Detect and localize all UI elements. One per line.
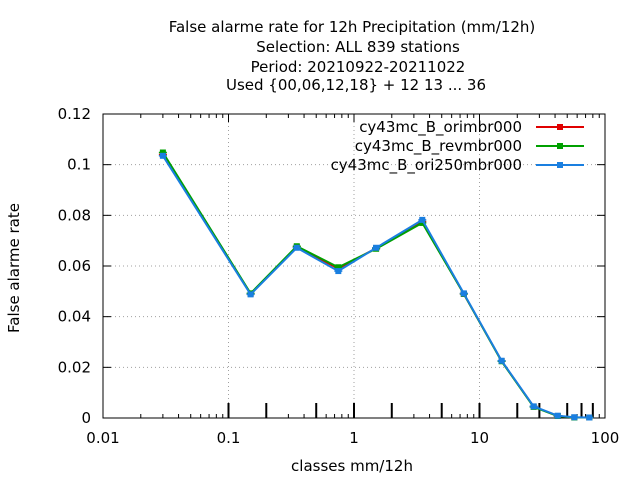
y-tick-label: 0.08: [58, 206, 91, 224]
legend: cy43mc_B_orimbr000cy43mc_B_revmbr000cy43…: [331, 118, 584, 175]
axis-ticks: 0 0.02 0.04 0.06 0.08 0.1 0.12 0.01 0.1 1 10 100: [58, 105, 620, 447]
series-2: [158, 149, 594, 421]
x-axis-label: classes mm/12h: [291, 457, 413, 475]
class-markers: [227, 403, 594, 418]
title-line-3: Period: 20210922-20211022: [251, 58, 466, 76]
y-tick-label: 0.06: [58, 257, 91, 275]
x-tick-label: 10: [470, 429, 489, 447]
series-1: [158, 151, 594, 421]
legend-marker: [557, 162, 563, 168]
grid: [103, 114, 605, 418]
y-tick-label: 0.04: [58, 308, 91, 326]
x-tick-label: 0.1: [217, 429, 241, 447]
legend-item: cy43mc_B_ori250mbr000: [331, 156, 584, 175]
title-line-1: False alarme rate for 12h Precipitation …: [169, 18, 536, 36]
legend-item: cy43mc_B_orimbr000: [359, 118, 584, 137]
title-line-4: Used {00,06,12,18} + 12 13 ... 36: [226, 76, 486, 94]
title-line-2: Selection: ALL 839 stations: [256, 38, 460, 56]
x-tick-label: 100: [591, 429, 620, 447]
x-tick-label: 1: [349, 429, 359, 447]
chart-title: False alarme rate for 12h Precipitation …: [169, 18, 536, 94]
legend-label: cy43mc_B_orimbr000: [359, 118, 522, 137]
series-layer: [158, 149, 594, 421]
series-line: [162, 151, 590, 419]
series-3: [158, 152, 594, 421]
y-tick-label: 0.02: [58, 358, 91, 376]
x-tick-label: 0.01: [86, 429, 119, 447]
legend-item: cy43mc_B_revmbr000: [355, 137, 584, 156]
legend-label: cy43mc_B_revmbr000: [355, 137, 522, 156]
y-axis-label: False alarme rate: [5, 203, 23, 333]
legend-marker: [557, 143, 563, 149]
y-tick-label: 0: [81, 409, 91, 427]
y-tick-label: 0.1: [67, 156, 91, 174]
legend-label: cy43mc_B_ori250mbr000: [331, 156, 522, 175]
legend-marker: [557, 124, 563, 130]
series-line: [162, 155, 590, 419]
series-line: [162, 153, 590, 419]
y-tick-label: 0.12: [58, 105, 91, 123]
